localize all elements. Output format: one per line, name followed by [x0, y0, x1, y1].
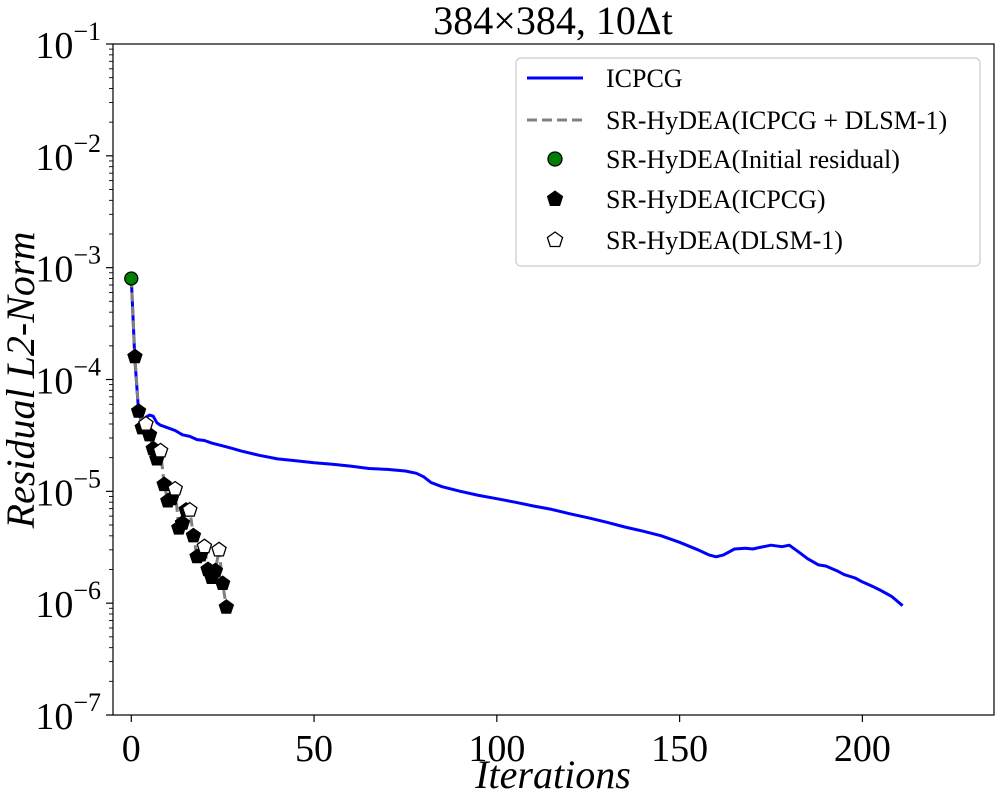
legend-swatch-filled-pentagon [546, 190, 564, 206]
legend-label: SR-HyDEA(ICPCG + DLSM-1) [606, 106, 947, 135]
x-tick-label: 150 [651, 728, 708, 770]
legend: ICPCG SR-HyDEA(ICPCG + DLSM-1) SR-HyDEA(In… [515, 57, 981, 267]
icpcg-step-point [174, 514, 191, 530]
x-tick-label: 0 [122, 728, 141, 770]
icpcg-step-point [130, 403, 147, 418]
dlsm-step-point [211, 541, 227, 557]
y-tick-label: 10−1 [35, 17, 101, 67]
dlsm-step-point [181, 501, 198, 517]
legend-label: SR-HyDEA(ICPCG) [606, 185, 826, 214]
legend-label: SR-HyDEA(DLSM-1) [606, 226, 843, 255]
dlsm-step-point [196, 538, 213, 554]
icpcg-step-point [214, 575, 231, 590]
y-tick-label: 10−3 [35, 241, 101, 291]
x-axis-title: Iterations [474, 752, 631, 797]
legend-swatch-circle [547, 151, 563, 167]
chart-title: 384×384, 10Δt [433, 0, 672, 43]
legend-swatch-open-pentagon [546, 231, 564, 248]
legend-label: SR-HyDEA(Initial residual) [606, 145, 900, 174]
x-tick-label: 100 [468, 728, 525, 770]
dlsm-step-point [138, 415, 154, 431]
icpcg-step-point [218, 599, 235, 614]
y-tick-label: 10−2 [35, 129, 101, 179]
icpcg-step-point [207, 562, 224, 578]
dlsm-step-point [152, 442, 169, 458]
icpcg-step-point [185, 527, 202, 543]
x-tick-label: 50 [295, 728, 333, 770]
legend-frame [515, 57, 981, 267]
y-axis-title: Residual L2-Norm [0, 232, 43, 530]
y-tick-label: 10−6 [35, 576, 101, 626]
x-tick-label: 200 [834, 728, 891, 770]
icpcg-step-point [127, 348, 143, 364]
y-tick-label: 10−4 [35, 353, 101, 403]
y-tick-label: 10−7 [35, 688, 101, 738]
legend-label: ICPCG [606, 64, 683, 93]
series-line-icpcg [129, 278, 904, 607]
dlsm-step-point [167, 480, 184, 496]
y-tick-label: 10−5 [35, 464, 101, 514]
initial-residual-point [124, 271, 139, 286]
